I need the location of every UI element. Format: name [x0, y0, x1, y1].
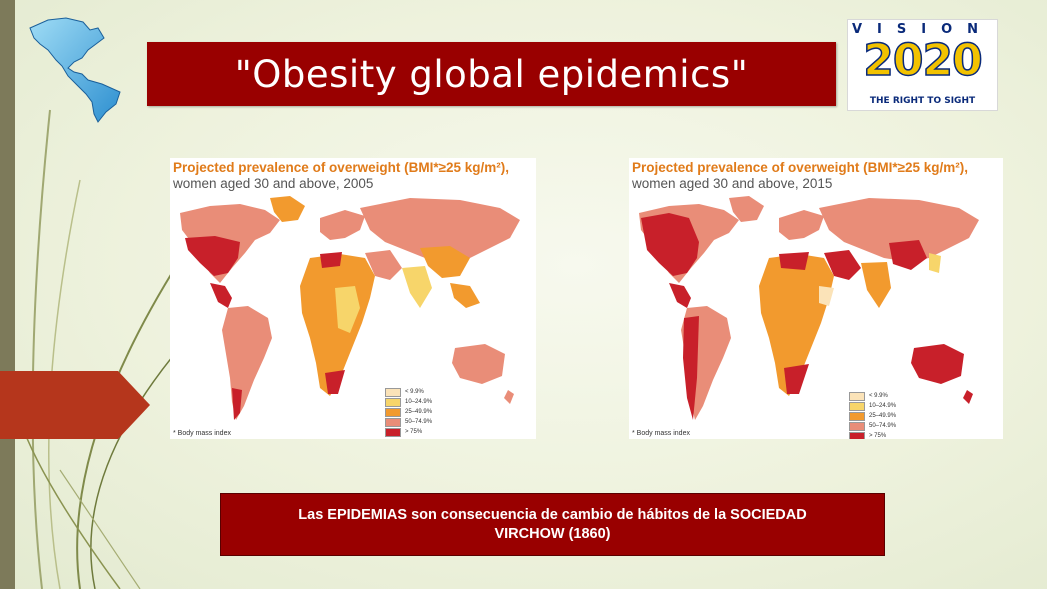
legend-label: 10–24.9%: [869, 403, 897, 409]
legend-label: > 75%: [869, 433, 887, 439]
legend-swatch: [385, 387, 401, 397]
legend-row: < 9.9%: [385, 387, 432, 397]
legend-label: 50–74.9%: [405, 419, 433, 425]
caption-banner: Las EPIDEMIAS son consecuencia de cambio…: [220, 493, 885, 556]
map-2015: Projected prevalence of overweight (BMI*…: [629, 158, 1003, 439]
legend-swatch: [385, 397, 401, 407]
logo-tagline: THE RIGHT TO SIGHT: [869, 96, 976, 106]
legend-label: < 9.9%: [405, 389, 424, 395]
legend-swatch: [385, 407, 401, 417]
legend-swatch: [849, 401, 865, 411]
legend-row: > 75%: [385, 427, 432, 437]
map-title-line1: Projected prevalence of overweight (BMI*…: [173, 160, 509, 175]
legend-swatch: [385, 417, 401, 427]
legend-row: > 75%: [849, 431, 896, 439]
map-title-line1: Projected prevalence of overweight (BMI*…: [632, 160, 968, 175]
legend-swatch: [385, 427, 401, 437]
legend-row: 50–74.9%: [385, 417, 432, 427]
world-map-2005: [180, 196, 520, 420]
legend-row: 25–49.9%: [849, 411, 896, 421]
title-banner: "Obesity global epidemics": [147, 42, 836, 106]
legend-swatch: [849, 391, 865, 401]
legend-row: 50–74.9%: [849, 421, 896, 431]
vision-2020-logo: VISION 2020 THE RIGHT TO SIGHT: [847, 19, 998, 111]
logo-top-text: VISION: [851, 22, 994, 37]
map-title-2005: Projected prevalence of overweight (BMI*…: [173, 160, 509, 192]
map-title-line2: women aged 30 and above, 2015: [632, 176, 833, 191]
legend-swatch: [849, 421, 865, 431]
map-legend-2015: < 9.9% 10–24.9% 25–49.9% 50–74.9% > 75%: [849, 391, 896, 439]
legend-swatch: [849, 431, 865, 439]
legend-label: 10–24.9%: [405, 399, 433, 405]
legend-row: 10–24.9%: [849, 401, 896, 411]
americas-globe-icon: [29, 17, 121, 123]
legend-row: 25–49.9%: [385, 407, 432, 417]
legend-label: 50–74.9%: [869, 423, 897, 429]
logo-big-text: 2020: [863, 34, 984, 87]
map-footnote-2015: * Body mass index: [632, 430, 690, 437]
world-map-2015: [639, 196, 979, 420]
map-legend-2005: < 9.9% 10–24.9% 25–49.9% 50–74.9% > 75%: [385, 387, 432, 437]
map-title-line2: women aged 30 and above, 2005: [173, 176, 374, 191]
map-title-2015: Projected prevalence of overweight (BMI*…: [632, 160, 968, 192]
legend-label: 25–49.9%: [405, 409, 433, 415]
legend-row: < 9.9%: [849, 391, 896, 401]
map-footnote-2005: * Body mass index: [173, 430, 231, 437]
slide-title: "Obesity global epidemics": [234, 52, 749, 96]
left-accent-bar: [0, 0, 15, 589]
caption-line1: Las EPIDEMIAS son consecuencia de cambio…: [298, 506, 807, 523]
caption-line2: VIRCHOW (1860): [494, 525, 611, 542]
map-2005: Projected prevalence of overweight (BMI*…: [170, 158, 536, 439]
legend-label: 25–49.9%: [869, 413, 897, 419]
legend-swatch: [849, 411, 865, 421]
legend-label: > 75%: [405, 429, 423, 435]
legend-label: < 9.9%: [869, 393, 888, 399]
arrow-tab: [0, 371, 150, 439]
legend-row: 10–24.9%: [385, 397, 432, 407]
